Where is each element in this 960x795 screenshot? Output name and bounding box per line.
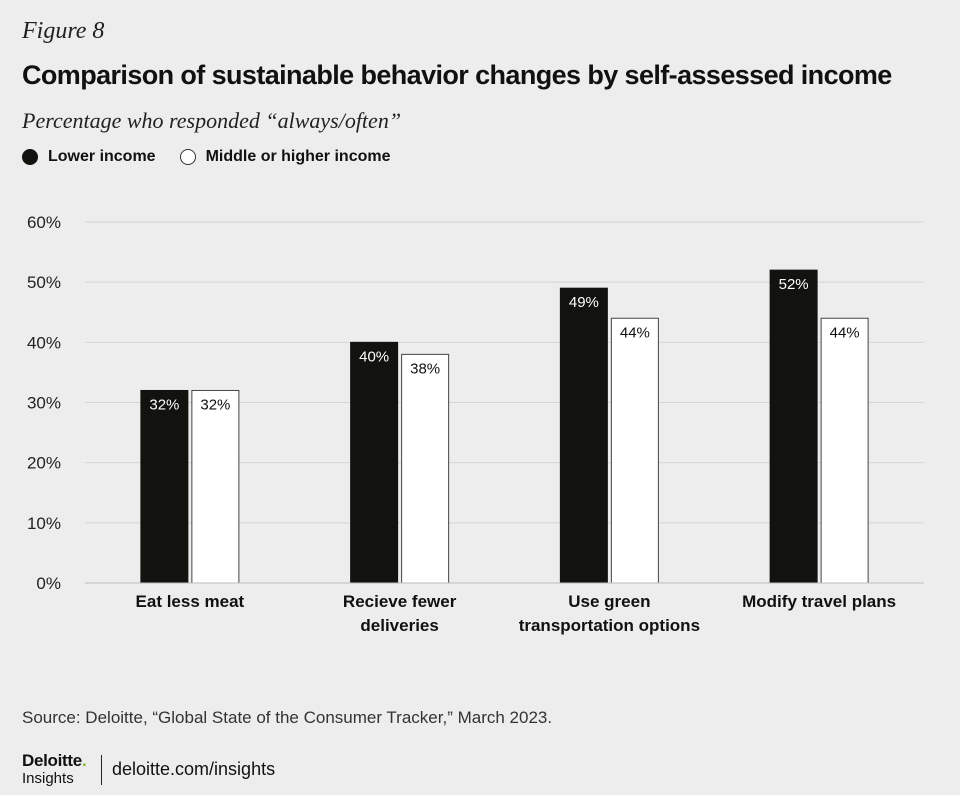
bar xyxy=(820,317,869,584)
logo-dot: . xyxy=(81,751,87,770)
x-tick-label: Eat less meat xyxy=(136,592,245,611)
chart-title: Comparison of sustainable behavior chang… xyxy=(22,60,892,90)
x-tick-label: transportation options xyxy=(519,616,700,635)
legend-label-lower-income: Lower income xyxy=(48,148,156,165)
data-label: 49% xyxy=(569,294,599,311)
x-tick-label: deliveries xyxy=(360,616,438,635)
logo-subtitle: Insights xyxy=(22,770,74,787)
y-tick-label: 40% xyxy=(27,333,61,352)
y-tick-label: 0% xyxy=(36,574,61,593)
data-label: 44% xyxy=(620,324,650,341)
data-label: 44% xyxy=(830,324,860,341)
data-label: 32% xyxy=(149,396,179,413)
bar xyxy=(350,341,399,584)
y-tick-label: 60% xyxy=(27,213,61,232)
data-label: 32% xyxy=(200,396,230,413)
legend: Lower income Middle or higher income xyxy=(22,148,414,166)
data-label: 40% xyxy=(359,348,389,365)
bar-chart: 0% 10% 20% 30% 40% 50% 60% 32% 32% Eat less meat 4… xyxy=(27,213,924,635)
footer-url: deloitte.com/insights xyxy=(112,759,276,779)
chart-subtitle: Percentage who responded “always/often” xyxy=(22,108,402,133)
y-tick-label: 10% xyxy=(27,514,61,533)
data-label: 38% xyxy=(410,360,440,377)
deloitte-insights-logo: Deloitte. Insights xyxy=(22,751,87,787)
legend-item-middle-higher-income: Middle or higher income xyxy=(179,148,391,166)
y-tick-label: 20% xyxy=(27,454,61,473)
bar xyxy=(769,269,818,584)
legend-label-middle-higher-income: Middle or higher income xyxy=(205,148,391,165)
x-tick-label: Modify travel plans xyxy=(742,592,896,611)
source-note: Source: Deloitte, “Global State of the C… xyxy=(22,708,553,727)
footer-divider xyxy=(101,755,102,785)
bar xyxy=(610,317,659,584)
legend-item-lower-income: Lower income xyxy=(22,148,156,166)
x-tick-label: Recieve fewer xyxy=(343,592,457,611)
y-tick-label: 30% xyxy=(27,394,61,413)
data-label: 52% xyxy=(779,276,809,293)
y-tick-label: 50% xyxy=(27,273,61,292)
logo-wordmark: Deloitte xyxy=(22,751,82,770)
x-tick-label: Use green xyxy=(568,592,650,611)
bar xyxy=(140,389,189,584)
bar xyxy=(191,389,240,584)
legend-swatch-lower-income xyxy=(22,149,38,165)
figure-label: Figure 8 xyxy=(22,18,105,44)
legend-swatch-middle-higher-income xyxy=(179,149,196,165)
bar xyxy=(559,287,608,584)
bar xyxy=(401,353,450,584)
